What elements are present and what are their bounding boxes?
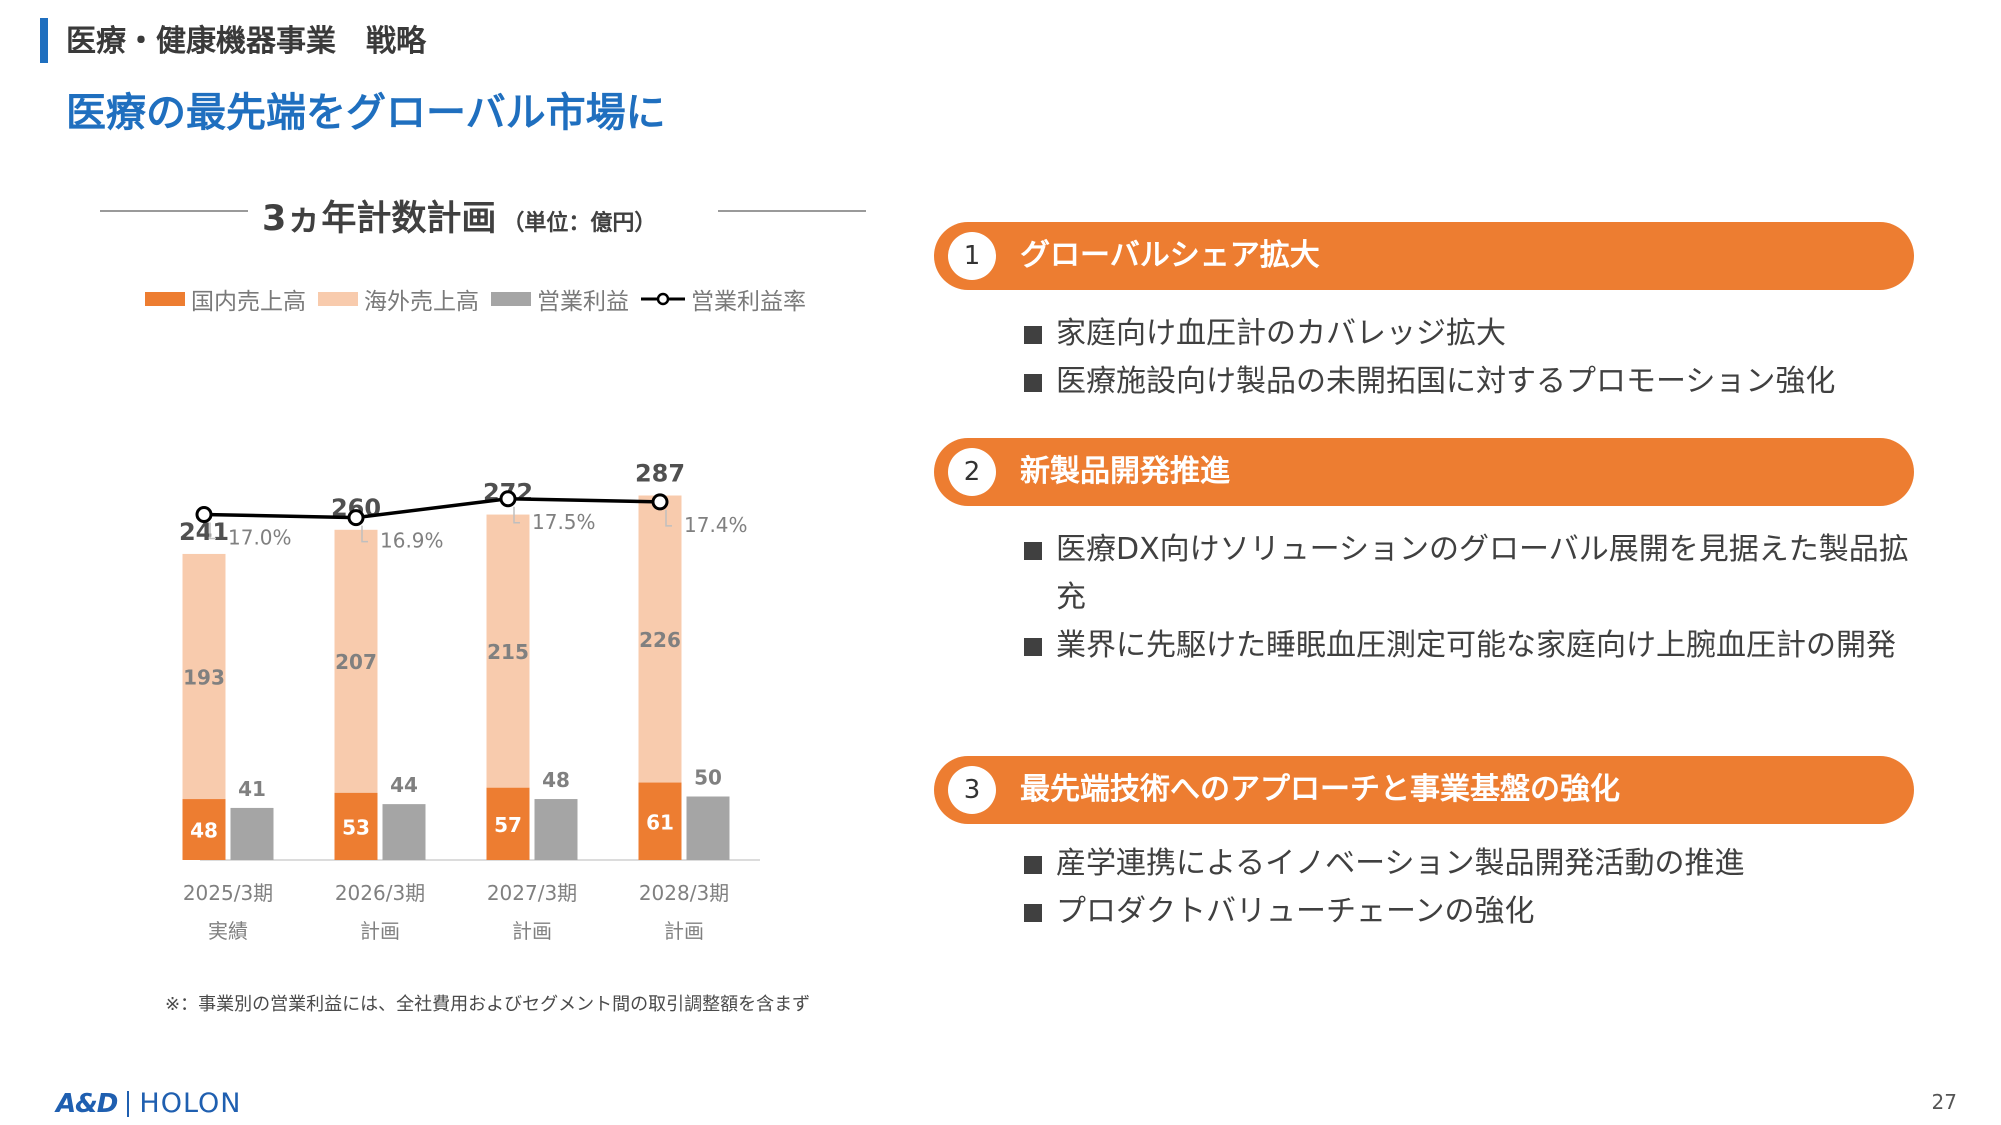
- label-domestic: 57: [494, 813, 522, 837]
- margin-point: [347, 509, 365, 527]
- margin-label-leader: [209, 522, 216, 540]
- company-logo: A&D HOLON: [56, 1088, 241, 1119]
- legend-label-domestic: 国内売上高: [191, 289, 306, 315]
- legend-item-profit: 営業利益: [491, 282, 629, 316]
- page-number: 27: [1931, 1090, 1957, 1114]
- strategy-bullets-2: 医療DX向けソリューションのグローバル展開を見据えた製品拡充 業界に先駆けた睡眠…: [1020, 526, 1910, 670]
- legend-swatch-domestic: [145, 292, 185, 306]
- margin-label: 17.5%: [532, 510, 596, 534]
- label-profit: 50: [694, 766, 722, 790]
- margin-label: 17.0%: [228, 526, 292, 550]
- strategy-header-2: 2 新製品開発推進: [934, 438, 1914, 506]
- legend-label-overseas: 海外売上高: [364, 289, 479, 315]
- label-overseas: 207: [335, 650, 377, 674]
- x-tick-sublabel: 計画: [360, 919, 400, 943]
- label-domestic: 48: [190, 819, 218, 843]
- strategy-number-2: 2: [948, 448, 996, 496]
- label-overseas: 215: [487, 640, 529, 664]
- margin-label-leader: [665, 509, 672, 527]
- bar-profit: [382, 804, 426, 860]
- margin-label-leader: [361, 525, 368, 543]
- strategy-header-1: 1 グローバルシェア拡大: [934, 222, 1914, 290]
- x-tick-label: 2028/3期: [639, 881, 729, 905]
- strategy-bullets-3: 産学連携によるイノベーション製品開発活動の推進 プロダクトバリューチェーンの強化: [1020, 840, 1960, 936]
- legend-swatch-margin: [641, 292, 685, 306]
- page-headline: 医療の最先端をグローバル市場に: [66, 90, 666, 136]
- bar-overseas: [334, 529, 378, 793]
- bar-overseas: [182, 553, 226, 800]
- legend-label-profit: 営業利益: [537, 289, 629, 315]
- bar-overseas: [486, 514, 530, 788]
- bullet-item: プロダクトバリューチェーンの強化: [1020, 888, 1960, 936]
- chart-title-rule-left: [100, 210, 248, 212]
- bar-domestic: [638, 782, 682, 860]
- legend-item-overseas: 海外売上高: [318, 282, 479, 316]
- label-profit: 44: [390, 773, 418, 797]
- margin-label: 17.4%: [684, 513, 748, 537]
- chart-title-rule-right: [718, 210, 866, 212]
- logo-separator: [127, 1090, 130, 1117]
- bar-profit: [686, 796, 730, 860]
- strategy-number-1: 1: [948, 232, 996, 280]
- logo-and: A&D: [56, 1088, 118, 1119]
- strategy-bullets-1: 家庭向け血圧計のカバレッジ拡大 医療施設向け製品の未開拓国に対するプロモーション…: [1020, 310, 1960, 406]
- label-domestic: 53: [342, 815, 370, 839]
- chart-title-text: 3ヵ年計数計画: [262, 199, 497, 239]
- bullet-item: 産学連携によるイノベーション製品開発活動の推進: [1020, 840, 1960, 888]
- label-total: 287: [635, 460, 685, 488]
- section-title: 医療・健康機器事業 戦略: [66, 24, 426, 59]
- label-profit: 48: [542, 768, 570, 792]
- legend-label-margin: 営業利益率: [691, 289, 806, 315]
- label-overseas: 226: [639, 628, 681, 652]
- legend-item-domestic: 国内売上高: [145, 282, 306, 316]
- chart-title: 3ヵ年計数計画 （単位：億円）: [262, 190, 656, 241]
- margin-point: [195, 506, 213, 523]
- x-tick-sublabel: 計画: [664, 919, 704, 943]
- x-tick-label: 2025/3期: [183, 881, 273, 905]
- strategy-number-3: 3: [948, 766, 996, 814]
- strategy-title-2: 新製品開発推進: [1020, 454, 1230, 489]
- sales-profit-chart: 48193412412025/3期実績53207442602026/3期計画57…: [179, 460, 760, 943]
- x-tick-sublabel: 実績: [208, 919, 248, 943]
- x-tick-label: 2027/3期: [487, 881, 577, 905]
- strategy-header-3: 3 最先端技術へのアプローチと事業基盤の強化: [934, 756, 1914, 824]
- bullet-item: 業界に先駆けた睡眠血圧測定可能な家庭向け上腕血圧計の開発: [1020, 622, 1910, 670]
- bar-profit: [230, 807, 274, 860]
- label-profit: 41: [238, 777, 266, 801]
- bar-profit: [534, 799, 578, 860]
- label-domestic: 61: [646, 810, 674, 834]
- legend-item-margin: 営業利益率: [641, 282, 806, 316]
- header-accent-bar: [40, 18, 48, 63]
- bar-overseas: [638, 495, 682, 783]
- bar-domestic: [182, 799, 226, 860]
- strategy-title-3: 最先端技術へのアプローチと事業基盤の強化: [1020, 772, 1620, 807]
- x-tick-sublabel: 計画: [512, 919, 552, 943]
- margin-point: [651, 493, 669, 511]
- bullet-item: 医療DX向けソリューションのグローバル展開を見据えた製品拡充: [1020, 526, 1910, 622]
- chart-footnote: ※：事業別の営業利益には、全社費用およびセグメント間の取引調整額を含まず: [165, 994, 811, 1015]
- logo-holon: HOLON: [139, 1088, 242, 1119]
- bullet-item: 医療施設向け製品の未開拓国に対するプロモーション強化: [1020, 358, 1960, 406]
- margin-point: [499, 490, 517, 508]
- bar-domestic: [486, 787, 530, 860]
- bar-domestic: [334, 792, 378, 860]
- margin-label: 16.9%: [380, 529, 444, 553]
- margin-label-leader: [513, 506, 520, 524]
- chart-legend: 国内売上高 海外売上高 営業利益 営業利益率: [145, 282, 818, 316]
- chart-unit: （単位：億円）: [502, 211, 657, 236]
- legend-swatch-overseas: [318, 292, 358, 306]
- strategy-title-1: グローバルシェア拡大: [1020, 238, 1320, 273]
- legend-swatch-profit: [491, 292, 531, 306]
- label-overseas: 193: [183, 665, 225, 689]
- bullet-item: 家庭向け血圧計のカバレッジ拡大: [1020, 310, 1960, 358]
- margin-line: [203, 496, 661, 520]
- x-tick-label: 2026/3期: [335, 881, 425, 905]
